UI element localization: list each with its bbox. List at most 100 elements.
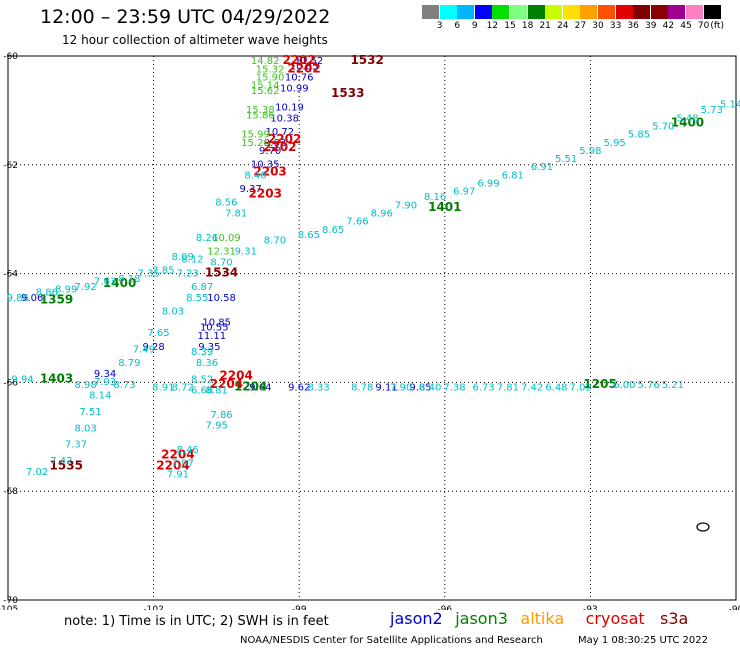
wave-height-label: 10.38 — [270, 113, 299, 124]
wave-height-label: 8.18 — [118, 274, 140, 285]
wave-height-label: 8.36 — [196, 358, 218, 369]
wave-height-label: 7.97 — [172, 459, 194, 470]
wave-height-label: 8.79 — [118, 358, 140, 369]
satellite-legend-item: altika — [520, 609, 565, 628]
wave-height-label: 2203 — [249, 186, 282, 200]
wave-height-label: 8.09 — [172, 252, 194, 263]
color-swatch — [650, 5, 668, 19]
wave-height-label: 15.86 — [246, 111, 275, 122]
wave-height-label: 7.90 — [390, 383, 412, 394]
x-tick-label: -99 — [292, 605, 307, 610]
wave-height-label: 15.62 — [251, 86, 280, 97]
wave-height-label: 6.97 — [453, 187, 475, 198]
wave-height-label: 5.51 — [555, 154, 577, 165]
y-tick-label: -60 — [3, 52, 18, 62]
wave-height-label: 7.93 — [94, 377, 116, 388]
wave-height-label: 10.55 — [200, 323, 229, 334]
wave-height-label: 7.90 — [395, 200, 417, 211]
wave-height-label: 1400 — [671, 116, 704, 130]
wave-height-label: 6.91 — [531, 162, 553, 173]
wave-height-label: 6.81 — [502, 170, 524, 181]
wave-height-label: 10.85 — [290, 62, 319, 73]
color-scale-label: 45 — [680, 21, 692, 31]
color-scale-label: 70 — [697, 21, 710, 31]
wave-height-label: 5.98 — [579, 146, 601, 157]
wave-height-label: 15.26 — [241, 138, 270, 149]
wave-height-label: 7.37 — [65, 440, 87, 451]
wave-height-label: 8.70 — [264, 236, 286, 247]
wave-height-label: 10.09 — [212, 233, 241, 244]
wave-height-label: 10.19 — [275, 102, 304, 113]
wave-height-label: 7.95 — [206, 421, 228, 432]
x-tick-label: -105 — [0, 605, 18, 610]
satellite-legend-item: cryosat — [585, 609, 645, 628]
credit-line: NOAA/NESDIS Center for Satellite Applica… — [240, 635, 543, 646]
wave-height-label: 6.99 — [477, 179, 499, 190]
wave-height-label: 2202 — [268, 132, 301, 146]
y-tick-label: -62 — [3, 161, 18, 171]
wave-height-label: 9.31 — [235, 247, 257, 258]
wave-height-label: 1359 — [40, 293, 73, 307]
wave-height-label: 2204 — [156, 458, 189, 472]
wave-height-label: 7.49 — [133, 344, 155, 355]
wave-height-label: 8.14 — [89, 391, 111, 402]
color-swatch — [686, 5, 703, 19]
wave-height-label: 8.52 — [191, 374, 213, 385]
wave-height-label: 15.90 — [256, 72, 285, 83]
wave-height-label: 7.92 — [75, 282, 97, 293]
color-scale-label: 33 — [609, 21, 622, 31]
wave-height-label: 7.85 — [152, 266, 174, 277]
wave-height-label: 5.95 — [604, 138, 626, 149]
wave-height-label: 2204 — [210, 377, 243, 391]
wave-height-label: 11.52 — [295, 56, 324, 67]
chart-subtitle: 12 hour collection of altimeter wave hei… — [62, 33, 328, 47]
color-scale-label: 24 — [557, 21, 569, 31]
color-scale-label: 9 — [471, 21, 478, 31]
wave-height-label: 7.02 — [26, 467, 48, 478]
wave-height-label: 9.63 — [264, 138, 286, 149]
x-tick-label: -96 — [437, 605, 452, 610]
x-tick-label: -93 — [583, 605, 598, 610]
wave-height-label: 10.35 — [251, 160, 280, 171]
color-swatch — [668, 5, 686, 19]
y-tick-label: -66 — [3, 378, 18, 388]
color-scale-label: 36 — [627, 21, 639, 31]
wave-height-label: 2204 — [161, 448, 194, 462]
wave-height-label: 1400 — [103, 276, 136, 290]
wave-height-label: 5.85 — [628, 130, 650, 141]
wave-height-label: 8.03 — [162, 306, 184, 317]
wave-height-label: 8.98 — [75, 380, 97, 391]
wave-height-label: 8.99 — [55, 285, 77, 296]
wave-height-label: 7.35 — [138, 268, 160, 279]
y-tick-label: -68 — [3, 487, 18, 497]
wave-height-label: 15.99 — [241, 130, 270, 141]
wave-height-label: 7.81 — [225, 208, 247, 219]
wave-height-label: 9.62 — [288, 383, 310, 394]
color-swatch — [527, 5, 545, 19]
x-tick-label: -102 — [143, 605, 163, 610]
plot-frame — [7, 55, 737, 601]
wave-height-label: 6.87 — [191, 282, 213, 293]
wave-height-label: 9.70 — [259, 146, 281, 157]
color-scale-label: 21 — [539, 21, 551, 31]
color-scale-label: 30 — [592, 21, 604, 31]
wave-height-label: 7.42 — [50, 456, 72, 467]
wave-height-label: 8.65 — [322, 225, 344, 236]
wave-height-label: 2202 — [282, 53, 315, 67]
wave-height-label: 8.03 — [75, 423, 97, 434]
color-swatch — [457, 5, 475, 19]
wave-height-label: 9.28 — [142, 342, 164, 353]
wave-height-label: 7.81 — [497, 383, 519, 394]
wave-height-label: 5.76 — [638, 380, 660, 391]
wave-height-label: 10.99 — [280, 83, 309, 94]
satellite-legend-item: jason3 — [455, 609, 508, 628]
color-swatch — [703, 5, 721, 19]
wave-height-label: 8.96 — [371, 208, 393, 219]
color-swatch — [598, 5, 615, 19]
wave-height-label: 8.72 — [172, 383, 194, 394]
wave-height-label: 10.58 — [207, 293, 236, 304]
wave-height-label: 15.38 — [246, 105, 275, 116]
wave-height-label: 8.55 — [186, 293, 208, 304]
satellite-legend-item: s3a — [660, 609, 689, 628]
wave-height-label: 9.34 — [94, 369, 116, 380]
